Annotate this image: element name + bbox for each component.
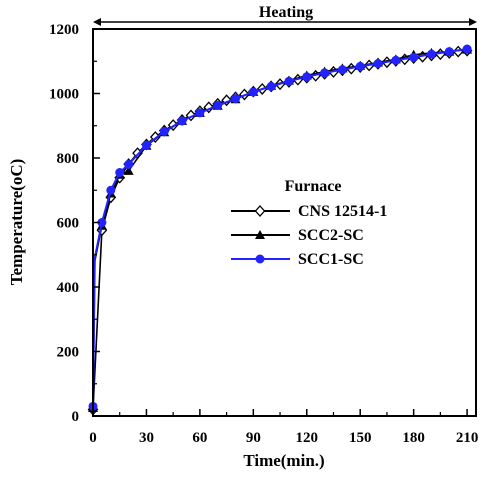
data-point bbox=[141, 140, 151, 150]
legend-label: SCC1-SC bbox=[298, 251, 364, 268]
x-tick-label: 120 bbox=[296, 430, 319, 446]
data-point bbox=[159, 127, 169, 137]
plot-frame bbox=[92, 28, 477, 417]
data-point bbox=[124, 159, 134, 169]
data-point bbox=[320, 68, 330, 78]
y-tick-label: 600 bbox=[57, 216, 80, 232]
series-line bbox=[92, 48, 468, 408]
heating-arrowhead-right bbox=[469, 18, 477, 26]
data-point bbox=[444, 47, 454, 57]
data-point bbox=[115, 168, 125, 178]
y-tick-label: 0 bbox=[72, 409, 80, 425]
data-point bbox=[248, 87, 258, 97]
data-point bbox=[177, 116, 187, 126]
legend-label: CNS 12514-1 bbox=[298, 203, 387, 220]
x-tick-label: 180 bbox=[402, 430, 425, 446]
legend-marker bbox=[255, 230, 265, 239]
data-point bbox=[213, 100, 223, 110]
legend-marker bbox=[254, 205, 266, 217]
x-tick-label: 30 bbox=[139, 430, 154, 446]
x-tick-label: 210 bbox=[456, 430, 479, 446]
data-point bbox=[97, 218, 107, 227]
data-point bbox=[409, 52, 419, 62]
data-point bbox=[106, 185, 116, 195]
legend-label: SCC2-SC bbox=[298, 227, 364, 244]
legend-title: Furnace bbox=[285, 178, 342, 195]
heating-annotation: Heating bbox=[93, 4, 477, 26]
x-tick-label: 60 bbox=[192, 430, 207, 446]
legend: Furnace CNS 12514-1 SCC2-SC SCC1-SC bbox=[231, 178, 387, 268]
series-line bbox=[92, 49, 468, 410]
data-point bbox=[462, 44, 472, 54]
y-tick-label: 1200 bbox=[49, 22, 79, 38]
data-point bbox=[337, 65, 347, 75]
y-tick-label: 800 bbox=[57, 151, 80, 167]
data-point bbox=[355, 61, 365, 71]
axis-ticks: 0 30 60 90 120 150 180 210 0 200 400 600 800 1000 1200 bbox=[49, 22, 478, 446]
series-0 bbox=[87, 44, 473, 416]
y-tick-label: 200 bbox=[57, 345, 80, 361]
series-line bbox=[92, 48, 468, 407]
legend-item: SCC2-SC bbox=[231, 227, 364, 244]
x-tick-label: 90 bbox=[246, 430, 261, 446]
data-point bbox=[391, 55, 401, 65]
x-tick-label: 150 bbox=[349, 430, 372, 446]
series-layer bbox=[87, 44, 473, 416]
y-axis-label: Temperature(oC) bbox=[7, 159, 26, 286]
series-2 bbox=[88, 44, 472, 411]
heating-arrowhead-left bbox=[93, 18, 101, 26]
legend-items: CNS 12514-1 SCC2-SC SCC1-SC bbox=[231, 203, 387, 268]
series-1 bbox=[88, 44, 473, 412]
data-point bbox=[123, 165, 134, 175]
y-tick-label: 1000 bbox=[49, 87, 79, 103]
data-point bbox=[302, 72, 312, 82]
data-point bbox=[373, 59, 383, 69]
data-point bbox=[231, 94, 241, 104]
data-point bbox=[284, 76, 294, 86]
data-point bbox=[426, 49, 436, 59]
x-tick-label: 0 bbox=[89, 430, 97, 446]
x-axis-label: Time(min.) bbox=[243, 451, 324, 470]
legend-item: CNS 12514-1 bbox=[231, 203, 387, 220]
heating-annotation-label: Heating bbox=[259, 4, 313, 21]
y-tick-label: 400 bbox=[57, 280, 80, 296]
legend-marker bbox=[255, 254, 265, 264]
data-point bbox=[195, 108, 205, 118]
legend-item: SCC1-SC bbox=[231, 251, 364, 268]
data-point bbox=[266, 81, 276, 91]
